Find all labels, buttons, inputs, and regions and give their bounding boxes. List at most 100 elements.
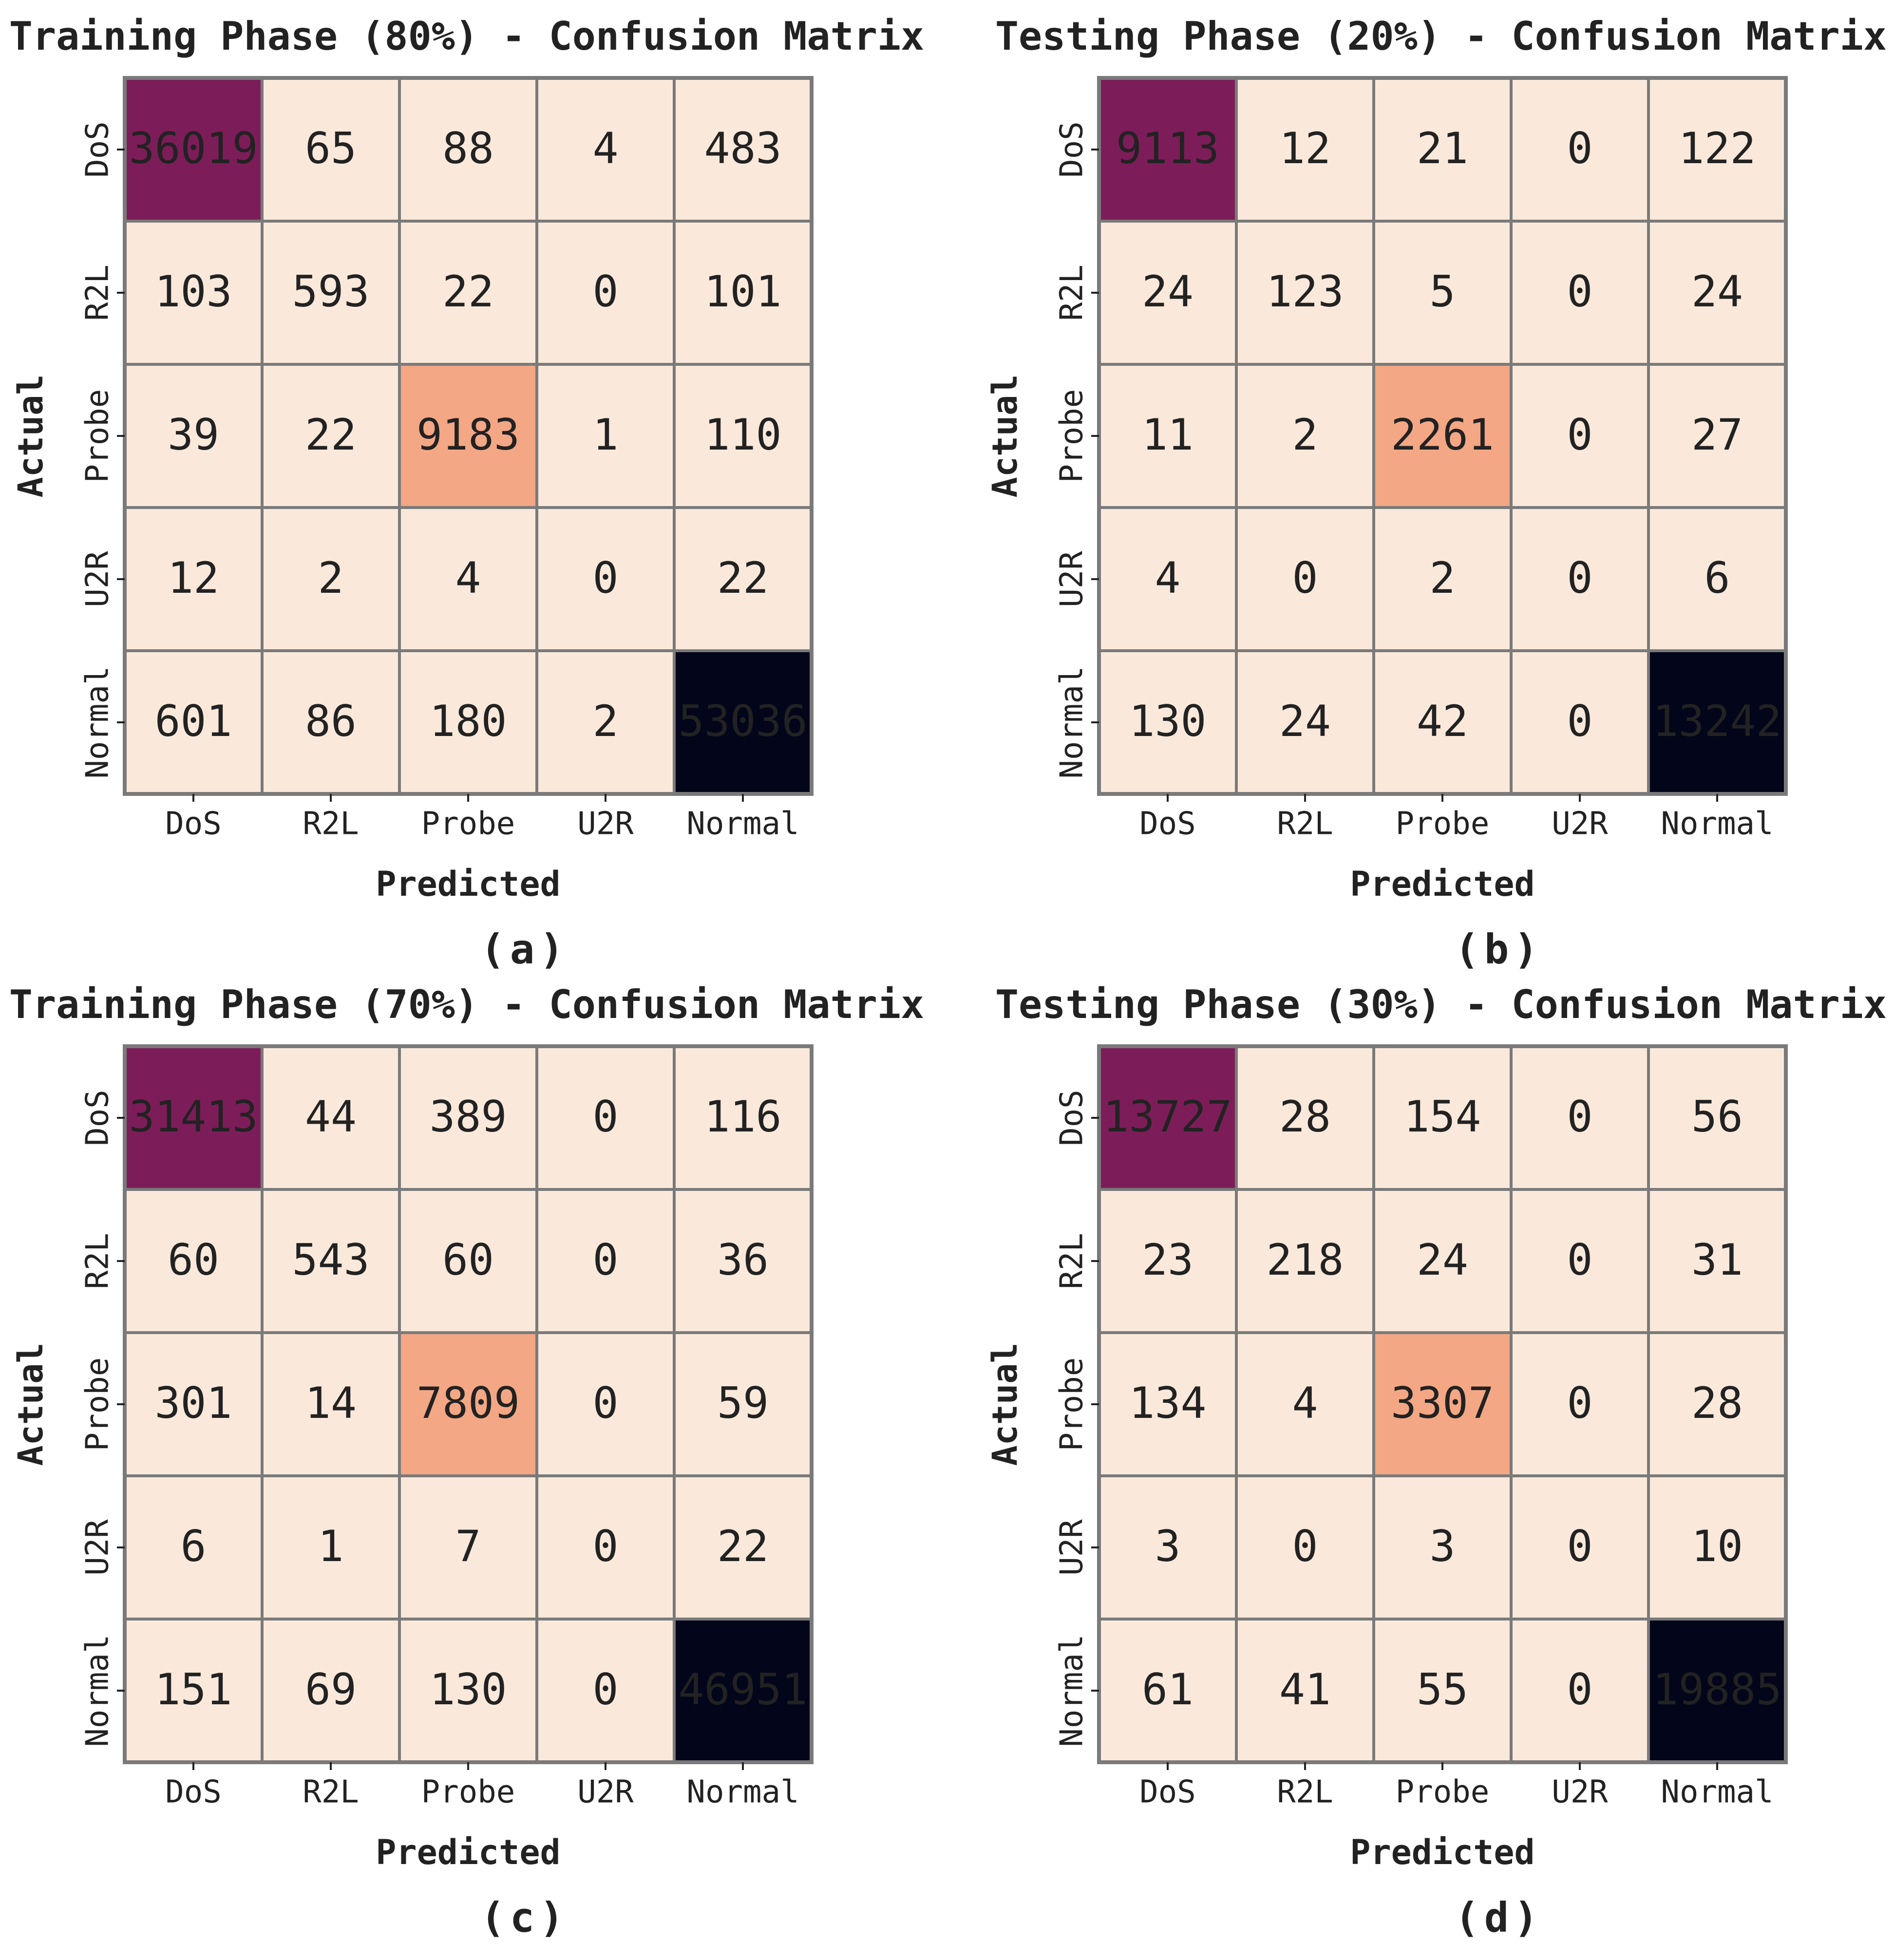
cell-value-label: 28 [1691, 1378, 1743, 1428]
cell-value-label: 122 [1679, 123, 1756, 173]
cell-value-label: 53036 [679, 696, 808, 746]
x-axis-title: Predicted [1350, 864, 1534, 904]
heatmap-cell [1372, 1045, 1513, 1191]
heatmap-cell [1510, 1474, 1650, 1621]
y-axis-title: Actual [985, 375, 1025, 498]
cell-value-label: 0 [1567, 696, 1593, 746]
x-tick-label: U2R [577, 1774, 634, 1810]
heatmap-cell [1510, 1188, 1650, 1334]
cell-value-label: 86 [305, 696, 357, 746]
y-tick-label: Probe [80, 1357, 116, 1451]
cell-value-label: 130 [430, 1664, 507, 1715]
cell-value-label: 483 [704, 123, 782, 173]
heatmap-cell [1098, 220, 1238, 366]
cell-value-label: 103 [155, 266, 232, 317]
y-tick-label: Normal [80, 666, 116, 778]
cell-value-label: 27 [1691, 410, 1743, 460]
cell-value-label: 593 [292, 266, 370, 317]
cell-value-label: 60 [442, 1235, 494, 1285]
cell-value-label: 134 [1129, 1378, 1207, 1428]
heatmap-cell [398, 1045, 538, 1191]
x-tick-label: Normal [686, 806, 799, 842]
heatmap-cell [535, 1331, 676, 1477]
subfigure-caption: (d) [1455, 1894, 1543, 1941]
cell-value-label: 0 [1567, 1092, 1593, 1142]
x-axis-title: Predicted [376, 1832, 560, 1872]
cell-value-label: 12 [168, 553, 219, 603]
cell-value-label: 3 [1430, 1521, 1456, 1571]
confusion-matrix-panel-1: Training Phase (80%) - Confusion Matrix 3… [9, 14, 924, 973]
cell-value-label: 61 [1142, 1664, 1193, 1715]
heatmap-cell [1647, 363, 1787, 509]
cell-value-label: 31413 [129, 1092, 258, 1142]
cell-value-label: 0 [593, 1092, 619, 1142]
subfigure-caption: (a) [480, 925, 569, 973]
cell-value-label: 3307 [1391, 1378, 1494, 1428]
y-axis-title: Actual [985, 1343, 1025, 1466]
panel-title: Training Phase (70%) - Confusion Matrix [9, 982, 924, 1027]
y-tick-label: R2L [80, 264, 116, 321]
y-axis-title: Actual [11, 375, 51, 498]
cell-value-label: 1 [593, 410, 619, 460]
cell-value-label: 60 [168, 1235, 219, 1285]
heatmap-cell [673, 1618, 813, 1764]
x-tick-label: DoS [1139, 1774, 1196, 1810]
cell-value-label: 88 [442, 123, 494, 173]
heatmap-cell [673, 1474, 813, 1621]
y-tick-label: DoS [80, 1090, 116, 1146]
cell-value-label: 46951 [679, 1664, 808, 1715]
confusion-matrix-panel-3: Training Phase (70%) - Confusion Matrix 3… [9, 982, 924, 1941]
cell-value-label: 22 [305, 410, 357, 460]
cell-value-label: 101 [704, 266, 782, 317]
heatmap-cell [1098, 1045, 1238, 1191]
cell-value-label: 56 [1691, 1092, 1743, 1142]
cell-value-label: 0 [1567, 266, 1593, 317]
panel-title: Testing Phase (30%) - Confusion Matrix [995, 982, 1887, 1027]
cell-value-label: 218 [1267, 1235, 1344, 1285]
cell-value-label: 0 [593, 553, 619, 603]
panel-title: Training Phase (80%) - Confusion Matrix [9, 14, 924, 59]
cell-value-label: 116 [704, 1092, 782, 1142]
cell-value-label: 7 [455, 1521, 481, 1571]
heatmap-cell [1510, 1618, 1650, 1764]
cell-value-label: 0 [593, 1378, 619, 1428]
cell-value-label: 110 [704, 410, 782, 460]
cell-value-label: 3 [1155, 1521, 1181, 1571]
cell-value-label: 36 [717, 1235, 769, 1285]
heatmap-cell [1235, 1618, 1375, 1764]
cell-value-label: 180 [430, 696, 507, 746]
heatmap-cell [1510, 1331, 1650, 1477]
heatmap-cell [1098, 1331, 1238, 1477]
heatmap-cell [1235, 220, 1375, 366]
heatmap-cell [123, 76, 264, 223]
heatmap-cell [673, 506, 813, 652]
heatmap-cell [1098, 649, 1238, 795]
cell-value-label: 11 [1142, 410, 1193, 460]
cell-value-label: 22 [442, 266, 494, 317]
cell-value-label: 130 [1129, 696, 1207, 746]
cell-value-label: 13727 [1103, 1092, 1232, 1142]
cell-value-label: 2 [318, 553, 344, 603]
cell-value-label: 36019 [129, 123, 258, 173]
heatmap-cell [261, 1188, 401, 1334]
heatmap-cell [261, 363, 401, 509]
cell-value-label: 55 [1417, 1664, 1468, 1715]
cell-value-label: 24 [1691, 266, 1743, 317]
cell-value-label: 154 [1404, 1092, 1481, 1142]
heatmap-cell [1372, 363, 1513, 509]
cell-value-label: 6 [1705, 553, 1730, 603]
subfigure-caption: (c) [480, 1894, 569, 1941]
x-axis-title: Predicted [1350, 1832, 1534, 1872]
heatmap-cell [1235, 76, 1375, 223]
cell-value-label: 601 [155, 696, 232, 746]
cell-value-label: 0 [1292, 553, 1318, 603]
heatmap-cell [398, 649, 538, 795]
cell-value-label: 4 [1292, 1378, 1318, 1428]
cell-value-label: 59 [717, 1378, 769, 1428]
y-tick-label: U2R [1054, 551, 1090, 607]
heatmap-cell [398, 1331, 538, 1477]
y-tick-label: DoS [80, 121, 116, 178]
x-tick-label: R2L [1277, 806, 1333, 842]
y-tick-label: U2R [1054, 1519, 1090, 1576]
